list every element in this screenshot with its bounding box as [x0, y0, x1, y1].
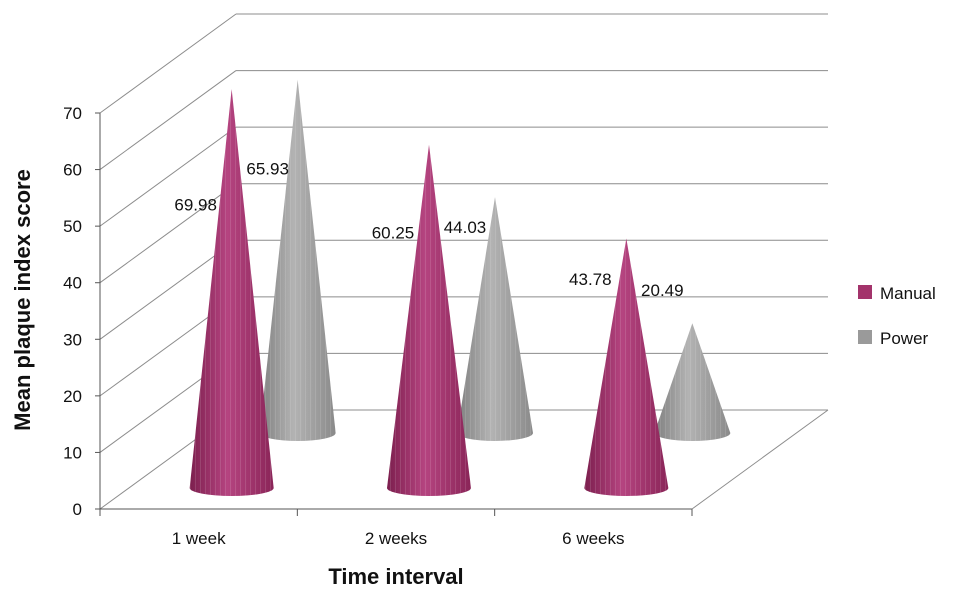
cone-texture: [259, 79, 336, 441]
x-axis-title: Time interval: [328, 564, 463, 589]
gridline-diagonal: [99, 13, 237, 114]
data-labels: 65.93 44.03 20.49 69.98 60.25 43.78: [174, 159, 683, 300]
gridlines: [99, 13, 828, 510]
axes: 0 10 20 30 40 50 60 70 1 week 2 weeks 6 weeks: [63, 104, 829, 548]
cone-texture: [189, 89, 274, 496]
data-label-power: 44.03: [444, 218, 487, 237]
data-label-power: 65.93: [246, 159, 289, 178]
legend-swatch-power: [858, 330, 872, 344]
y-tick-label: 50: [63, 217, 82, 236]
cone-texture: [654, 323, 731, 441]
data-label-manual: 60.25: [372, 223, 415, 242]
legend-swatch-manual: [858, 285, 872, 299]
gridline-diagonal: [99, 239, 237, 340]
gridline-diagonal: [99, 183, 237, 284]
gridline-diagonal: [99, 70, 237, 170]
legend-label-manual: Manual: [880, 284, 936, 303]
cones: [189, 79, 731, 497]
data-label-manual: 43.78: [569, 270, 612, 289]
cone-texture: [584, 238, 669, 497]
floor-edge: [691, 409, 829, 510]
legend-label-power: Power: [880, 329, 929, 348]
x-tick-label: 6 weeks: [562, 529, 624, 548]
legend: Manual Power: [858, 284, 936, 348]
x-tick-label: 2 weeks: [365, 529, 427, 548]
data-label-manual: 69.98: [174, 196, 217, 215]
y-tick-label: 60: [63, 161, 82, 180]
cone-texture: [457, 197, 533, 441]
y-tick-label: 20: [63, 387, 82, 406]
x-tick-label: 1 week: [172, 529, 226, 548]
y-tick-label: 10: [63, 443, 82, 462]
y-tick-label: 30: [63, 330, 82, 349]
data-label-power: 20.49: [641, 281, 684, 300]
y-axis-title: Mean plaque index score: [10, 169, 35, 431]
gridline-diagonal: [99, 126, 237, 227]
y-tick-label: 70: [63, 104, 82, 123]
y-tick-label: 40: [63, 274, 82, 293]
cone-texture: [387, 144, 471, 496]
y-tick-label: 0: [73, 500, 82, 519]
